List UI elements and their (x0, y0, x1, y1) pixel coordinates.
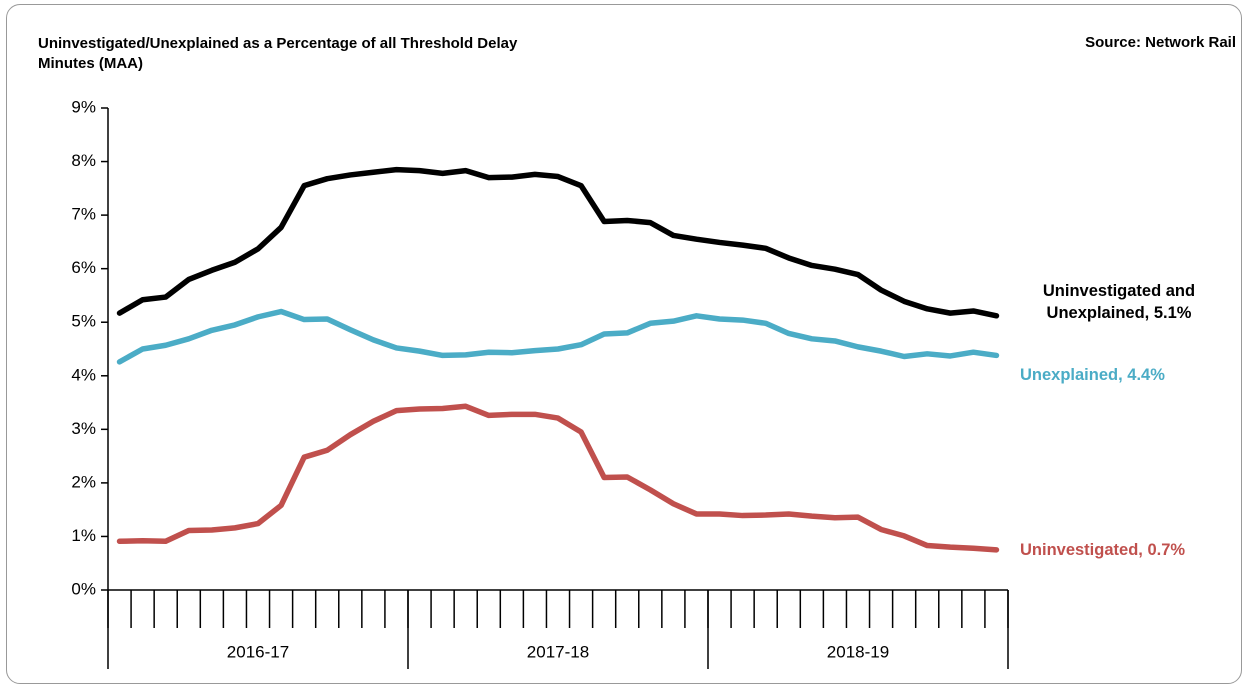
y-tick-label: 8% (71, 151, 96, 170)
page: Uninvestigated/Unexplained as a Percenta… (6, 4, 1242, 684)
series-line (116, 308, 1000, 365)
y-tick-label: 7% (71, 205, 96, 224)
y-tick-label: 2% (71, 472, 96, 491)
x-group-label: 2017-18 (527, 642, 589, 661)
series-label: Uninvestigated, 0.7% (1020, 540, 1186, 559)
x-group-label: 2018-19 (827, 642, 889, 661)
series-label: Uninvestigated and Unexplained, 5.1% (1042, 281, 1196, 322)
y-tick-label: 4% (71, 365, 96, 384)
series-line (116, 403, 1000, 553)
x-group-label: 2016-17 (227, 642, 289, 661)
chart: 0% 1% 2% 3% 4% 5% 6% 7% 8% 9% 2016-17 2017-18 2018-1… (71, 97, 1009, 669)
series-label: Unexplained, 4.4% (1020, 366, 1165, 385)
y-tick-label: 5% (71, 312, 96, 331)
y-tick-label: 1% (71, 526, 96, 545)
y-tick-label: 6% (71, 258, 96, 277)
series-line (116, 166, 1000, 319)
chart-source: Source: Network Rail (1085, 34, 1236, 51)
y-tick-label: 3% (71, 419, 96, 438)
y-tick-label: 9% (71, 97, 96, 116)
chart-title: Uninvestigated/Unexplained as a Percenta… (38, 35, 518, 72)
y-tick-label: 0% (71, 579, 96, 598)
